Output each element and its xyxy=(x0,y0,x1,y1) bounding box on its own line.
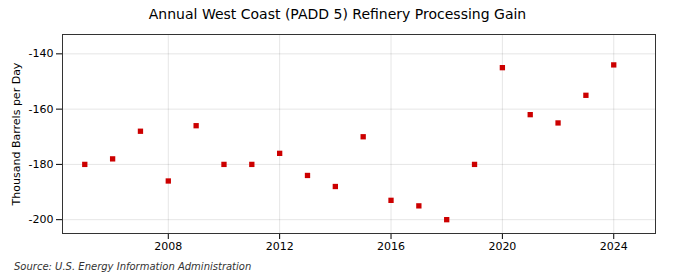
svg-text:-160: -160 xyxy=(29,103,54,116)
svg-text:2020: 2020 xyxy=(488,240,516,253)
svg-text:Thousand Barrels per Day: Thousand Barrels per Day xyxy=(10,62,23,206)
svg-text:2016: 2016 xyxy=(377,240,405,253)
svg-text:-140: -140 xyxy=(29,47,54,60)
svg-text:-180: -180 xyxy=(29,158,54,171)
svg-text:2008: 2008 xyxy=(154,240,182,253)
html-text:Source: U.S. Energy Informatio: Source: U.S. Energy Information Administ… xyxy=(14,261,252,272)
svg-text:-200: -200 xyxy=(29,213,54,226)
svg-text:2012: 2012 xyxy=(266,240,294,253)
html-text:Annual West Coast (PADD 5) Ref: Annual West Coast (PADD 5) Refinery Proc… xyxy=(148,6,527,22)
svg-text:2024: 2024 xyxy=(600,240,628,253)
